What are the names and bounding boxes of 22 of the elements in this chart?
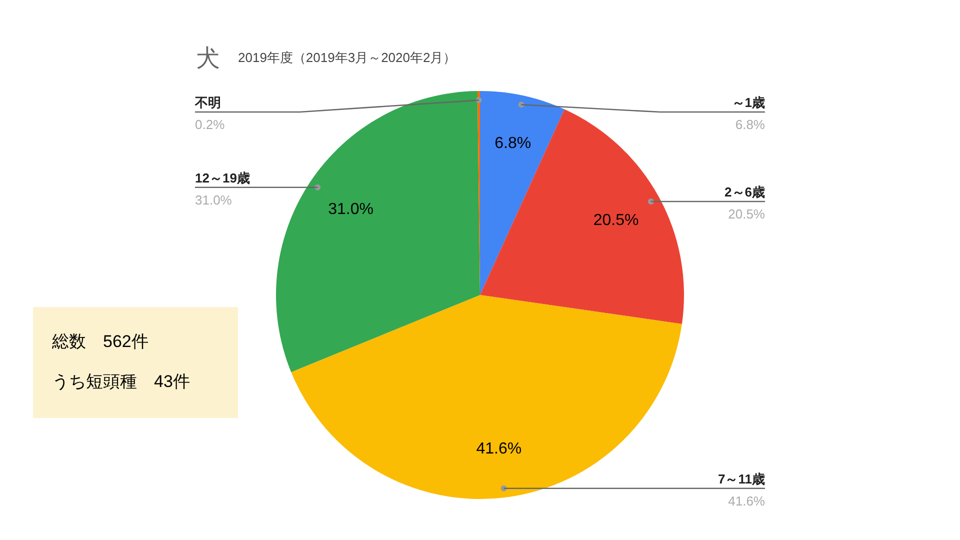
text: 総数 562件: [51, 332, 148, 351]
text: 41.6%: [728, 493, 765, 508]
slice-label: ～1歳: [732, 95, 765, 110]
pie-slice: [291, 295, 682, 499]
slice-label: 不明: [194, 95, 221, 110]
text: 6.8%: [735, 117, 765, 132]
chart-subtitle: 2019年度（2019年3月～2020年2月）: [238, 50, 456, 65]
text: うち短頭種 43件: [52, 372, 190, 391]
slice-label: 2～6歳: [724, 184, 765, 200]
data-label: 20.5%: [593, 212, 639, 230]
data-label: 31.0%: [328, 200, 374, 218]
data-label: 0.2%: [195, 117, 226, 132]
text: 20.5%: [728, 206, 765, 222]
pie-slice: [276, 91, 480, 372]
pie-slice: [480, 109, 684, 324]
data-label: 6.8%: [494, 134, 532, 152]
pie-slice: [480, 91, 564, 295]
text: 31.0%: [195, 192, 232, 208]
chart-title: 犬: [196, 45, 220, 72]
slice-label: 12～19歳: [195, 170, 250, 186]
data-label: 41.6%: [476, 440, 522, 458]
slice-label: 7～11歳: [718, 471, 765, 486]
